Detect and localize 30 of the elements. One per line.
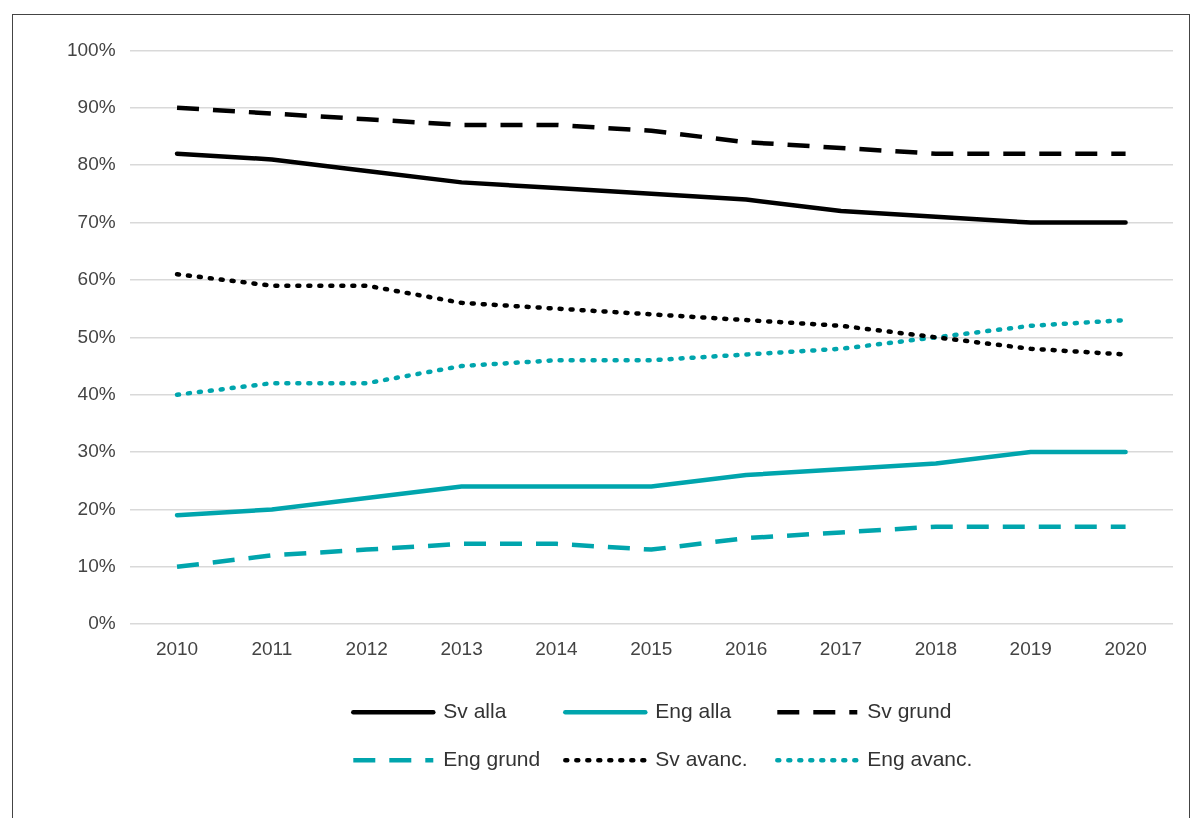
legend-label: Sv grund — [867, 699, 952, 722]
line-series — [174, 105, 1128, 156]
y-tick-label: 10% — [77, 555, 116, 577]
y-tick-label: 40% — [77, 382, 116, 404]
x-tick-label: 2012 — [345, 637, 388, 659]
x-tick-label: 2015 — [630, 637, 673, 659]
line-series — [174, 524, 1128, 570]
x-tick-label: 2010 — [155, 637, 199, 659]
y-tick-label: 50% — [77, 325, 116, 347]
y-tick-label: 0% — [88, 612, 116, 634]
x-tick-label: 2020 — [1104, 637, 1147, 659]
y-tick-label: 70% — [77, 210, 116, 232]
legend-label: Eng avanc. — [867, 747, 973, 770]
x-tick-label: 2018 — [914, 637, 957, 659]
legend-label: Sv alla — [443, 699, 507, 722]
legend-label: Eng alla — [655, 699, 732, 722]
legend-label: Eng grund — [443, 747, 541, 770]
y-tick-label: 30% — [77, 440, 116, 462]
legend-label: Sv avanc. — [655, 747, 748, 770]
x-tick-label: 2016 — [725, 637, 768, 659]
x-tick-label: 2011 — [251, 637, 293, 659]
x-tick-label: 2014 — [535, 637, 578, 659]
y-tick-label: 20% — [77, 497, 116, 519]
x-tick-label: 2017 — [819, 637, 863, 659]
y-tick-label: 60% — [77, 268, 116, 290]
y-tick-label: 90% — [77, 96, 116, 118]
y-tick-label: 100% — [66, 38, 116, 60]
y-tick-label: 80% — [77, 153, 116, 175]
x-tick-label: 2013 — [440, 637, 483, 659]
x-tick-label: 2019 — [1009, 637, 1052, 659]
